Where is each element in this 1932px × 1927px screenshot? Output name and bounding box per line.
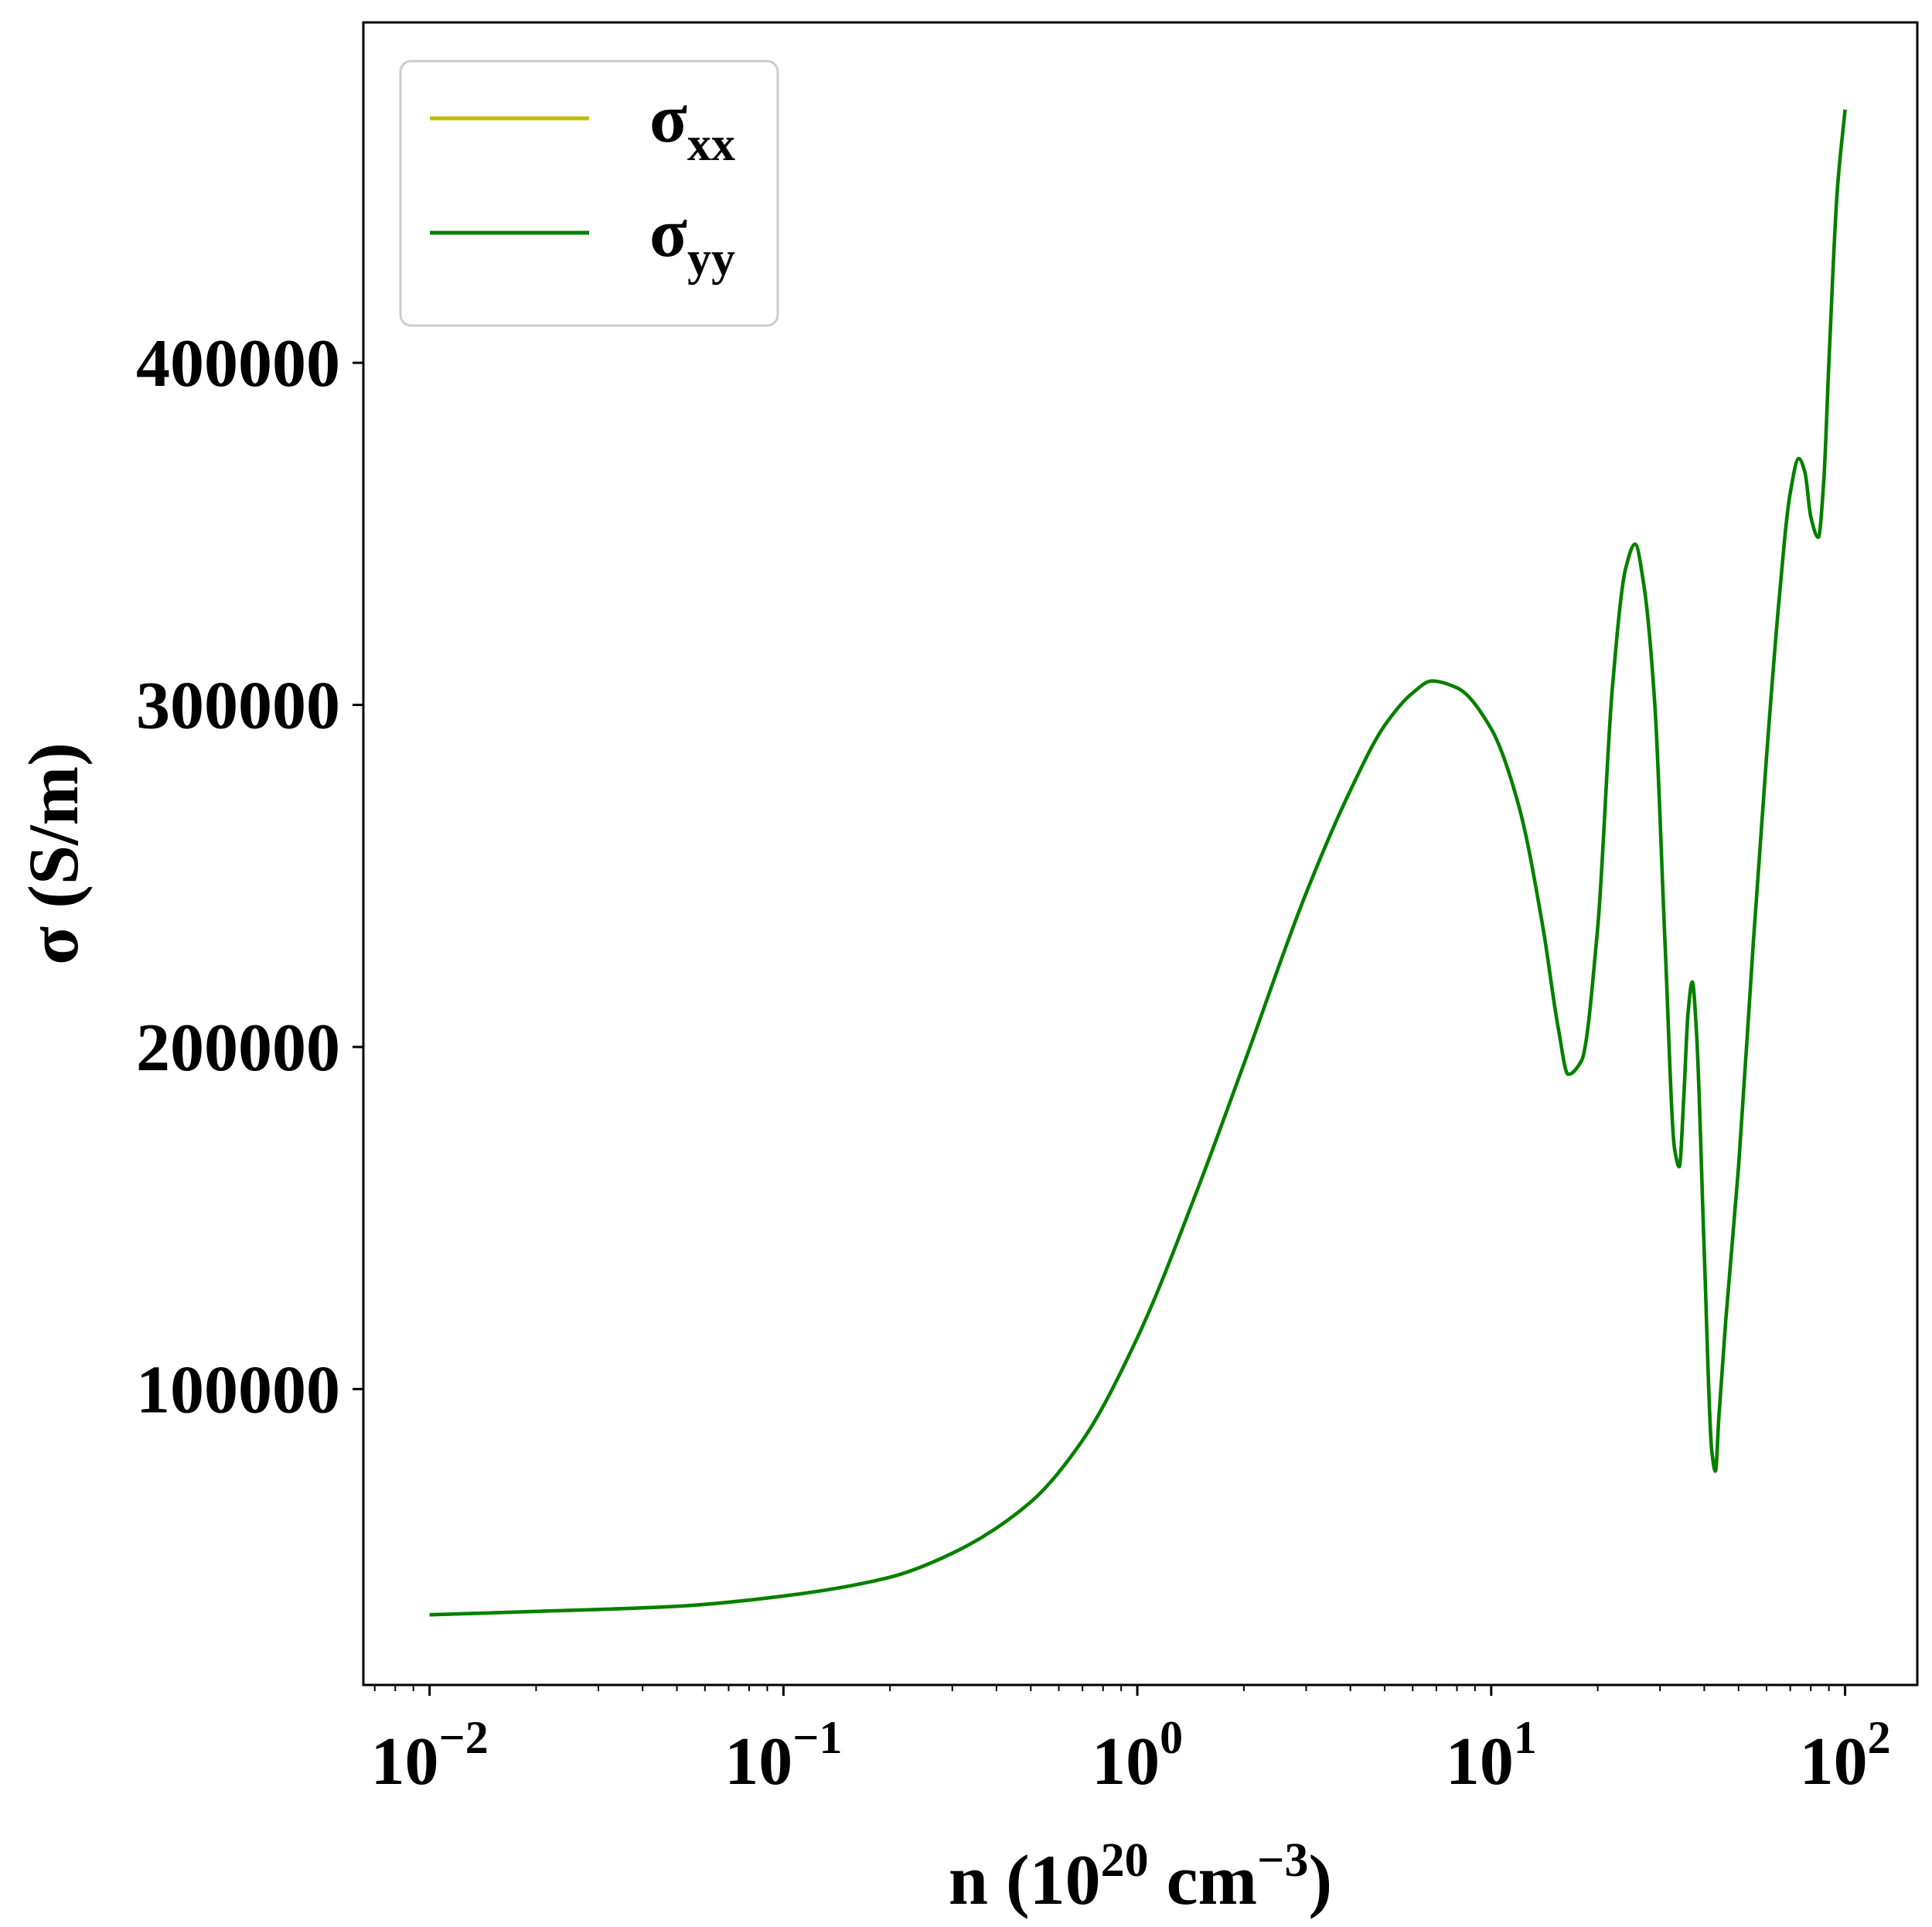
y-tick-label: 100000: [136, 1352, 340, 1427]
x-tick-label: 101: [1446, 1712, 1537, 1799]
x-axis-label-exp2: −3: [1257, 1834, 1308, 1887]
y-axis: 100000 200000 300000 400000: [136, 326, 363, 1427]
y-tick-label: 200000: [136, 1011, 340, 1086]
legend-label-sigma-yy-base: σ: [649, 195, 687, 271]
x-axis-label-base: n (10: [949, 1840, 1101, 1919]
legend-label-sigma-yy-sub: yy: [687, 233, 735, 285]
plot-frame: [362, 21, 1919, 1687]
legend-label-sigma-xx-sub: xx: [687, 118, 735, 171]
x-tick-label: 100: [1092, 1712, 1183, 1799]
y-tick-label: 300000: [136, 669, 340, 744]
x-tick-label: 102: [1800, 1712, 1891, 1799]
legend-label-sigma-xx: σxx: [649, 80, 735, 171]
x-axis: 10−2 10−1 100 101 102: [371, 1685, 1891, 1799]
x-axis-label-tail: ): [1309, 1840, 1333, 1919]
series-line-sigma-yy: [429, 109, 1847, 1617]
y-axis-label: σ (S/m): [14, 742, 93, 965]
x-tick-label: 10−2: [371, 1712, 489, 1799]
legend-box: [399, 60, 779, 327]
x-axis-label-mid: cm: [1149, 1840, 1257, 1919]
legend-label-sigma-xx-base: σ: [649, 80, 687, 157]
legend-label-sigma-yy: σyy: [649, 195, 735, 285]
legend: σxx σyy: [399, 60, 779, 327]
x-tick-label: 10−1: [724, 1712, 842, 1799]
series-layer: [429, 109, 1847, 1617]
y-tick-label: 400000: [136, 326, 340, 401]
x-axis-label: n (1020 cm−3): [949, 1834, 1332, 1919]
x-axis-label-exp1: 20: [1101, 1834, 1149, 1887]
